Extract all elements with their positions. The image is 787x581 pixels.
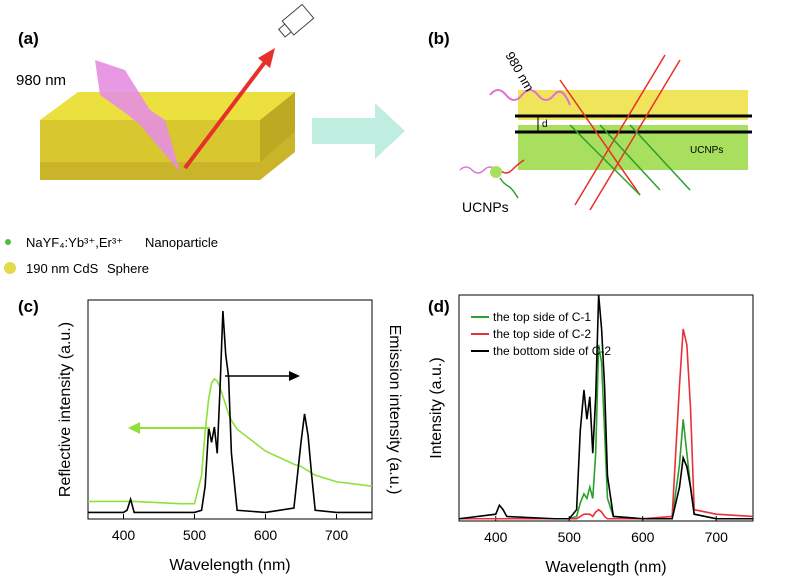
laser [95, 60, 180, 172]
beam [569, 124, 641, 196]
plot-frame [87, 299, 373, 520]
legend-label: the top side of C-1 [493, 310, 591, 324]
excitation [489, 89, 571, 106]
x-tick-label: 700 [705, 529, 729, 545]
laser-label: 980 nm [16, 72, 66, 89]
diagram-a: 980 nm [16, 3, 315, 180]
panel-label: (b) [428, 29, 450, 48]
data-line [459, 328, 754, 520]
diagram-b: d 980 nm UCNPs UCNPs [459, 49, 752, 215]
y-axis-label: Intensity (a.u.) [428, 357, 445, 458]
beam [589, 59, 681, 211]
arrow [312, 103, 405, 159]
layer-label: UCNPs [690, 145, 723, 156]
emitter-label: UCNPs [462, 199, 509, 215]
panel-label: (c) [18, 297, 39, 316]
arrow-head [258, 48, 275, 68]
emission [499, 177, 519, 199]
spacing-label: d [542, 119, 548, 130]
y2-axis-label: Emission intensity (a.u.) [386, 325, 403, 495]
legend-formula: NaYF₄:Yb³⁺,Er³⁺ [26, 235, 123, 250]
legend-formula: 190 nm CdS [26, 261, 99, 276]
x-tick-label: 500 [183, 527, 207, 543]
legend-label: the bottom side of C-2 [493, 344, 611, 358]
emission [499, 159, 525, 174]
x-tick-label: 600 [254, 527, 278, 543]
camera [277, 3, 315, 38]
slab-top [40, 92, 295, 120]
axis-arrow-head [128, 422, 140, 434]
panel-label: (a) [18, 29, 39, 48]
slab-front [40, 120, 260, 162]
x-tick-label: 700 [325, 527, 349, 543]
data-line [88, 377, 373, 505]
legend-marker [4, 262, 16, 274]
legend-name: Nanoparticle [145, 235, 218, 250]
legend-name: Sphere [107, 261, 149, 276]
laser-label: 980 nm [502, 49, 537, 94]
axis-arrow-head [289, 371, 300, 381]
x-tick-label: 400 [484, 529, 508, 545]
beam [629, 124, 691, 191]
plot-frame [458, 294, 754, 522]
beam [574, 54, 666, 206]
x-axis-label: Wavelength (nm) [545, 559, 666, 576]
beam [599, 124, 661, 191]
data-line [458, 294, 753, 520]
legend-label: the top side of C-2 [493, 327, 591, 341]
reflect-beam [183, 56, 270, 170]
y-axis-label: Reflective intensity (a.u.) [57, 322, 74, 497]
legend-marker [5, 239, 11, 245]
slab-right [260, 92, 295, 162]
panel-label: (d) [428, 297, 450, 316]
x-tick-label: 400 [112, 527, 136, 543]
data-line [88, 310, 372, 514]
beam [559, 79, 641, 196]
excitation [459, 166, 497, 174]
x-axis-label: Wavelength (nm) [169, 557, 290, 574]
particle [490, 166, 502, 178]
x-tick-label: 500 [558, 529, 582, 545]
slab-side [40, 130, 295, 180]
x-tick-label: 600 [631, 529, 655, 545]
